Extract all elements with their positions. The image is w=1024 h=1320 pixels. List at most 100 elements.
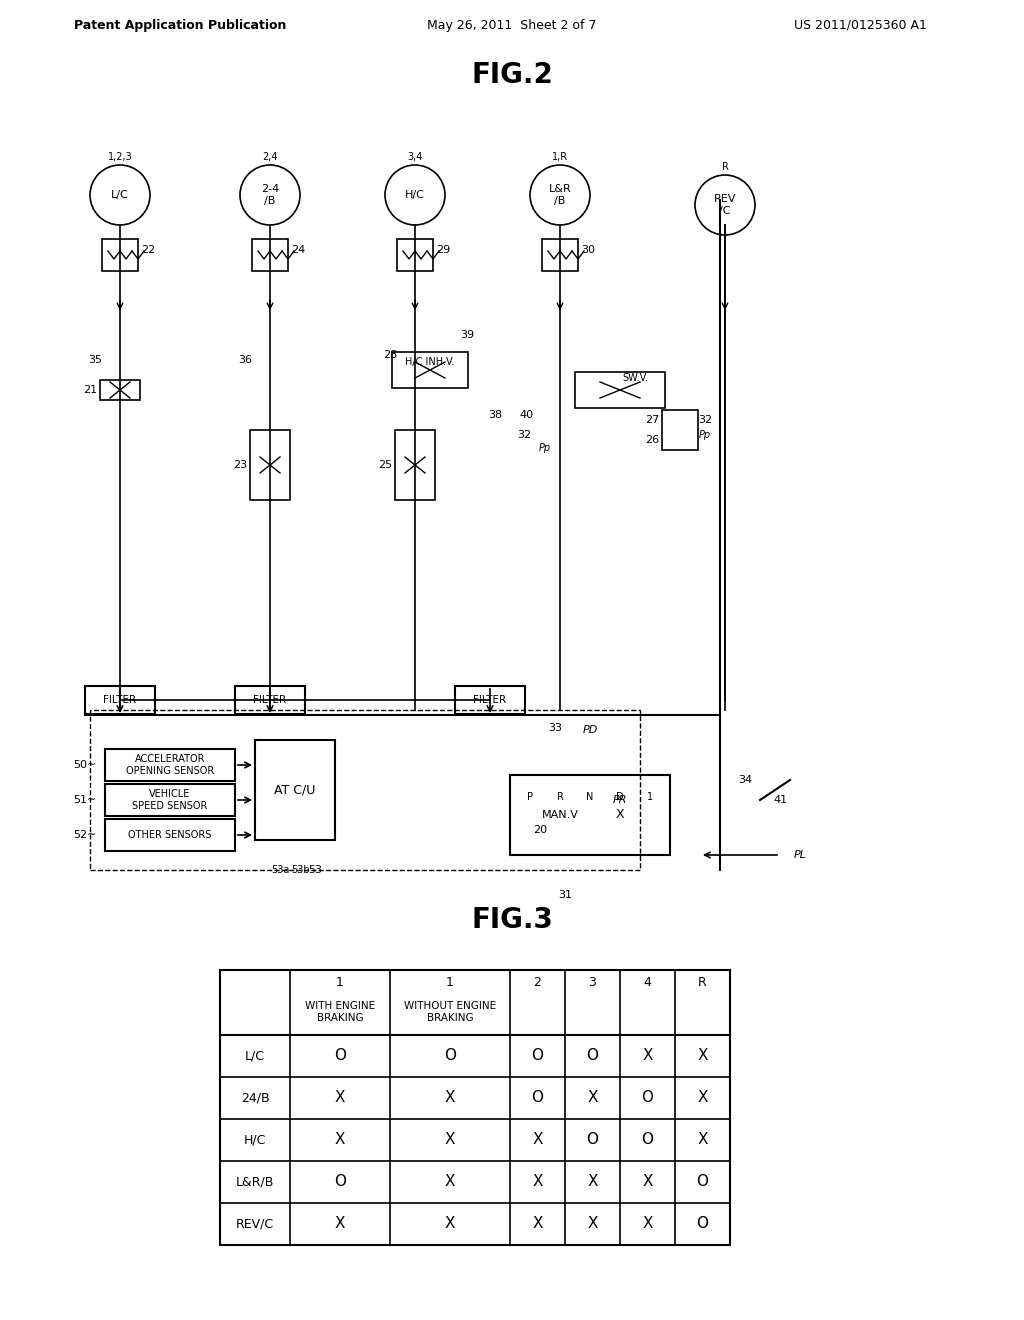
Text: OTHER SENSORS: OTHER SENSORS: [128, 830, 212, 840]
Text: 24: 24: [291, 246, 305, 255]
Text: X: X: [335, 1090, 345, 1106]
Text: X: X: [444, 1175, 456, 1189]
Bar: [234, 686, 305, 714]
Circle shape: [695, 176, 755, 235]
Text: R: R: [698, 975, 707, 989]
Text: X: X: [587, 1175, 598, 1189]
Text: 32: 32: [698, 414, 712, 425]
Text: H/C: H/C: [244, 1134, 266, 1147]
Text: X: X: [587, 1090, 598, 1106]
Text: X: X: [335, 1217, 345, 1232]
Text: X: X: [697, 1133, 708, 1147]
Text: R: R: [722, 162, 728, 172]
Text: WITH ENGINE
BRAKING: WITH ENGINE BRAKING: [305, 1001, 375, 1023]
Bar: [85, 686, 155, 714]
Text: O: O: [334, 1175, 346, 1189]
Text: L/C: L/C: [245, 1049, 265, 1063]
Text: May 26, 2011  Sheet 2 of 7: May 26, 2011 Sheet 2 of 7: [427, 18, 597, 32]
Text: 29: 29: [436, 246, 451, 255]
Text: 36: 36: [238, 355, 252, 366]
Text: 53a: 53a: [270, 865, 289, 875]
Text: 1: 1: [446, 975, 454, 989]
Circle shape: [530, 165, 590, 224]
Text: O: O: [641, 1090, 653, 1106]
Bar: [220, 970, 730, 1245]
Text: X: X: [444, 1133, 456, 1147]
Text: 35: 35: [88, 355, 102, 366]
Text: FILTER: FILTER: [253, 696, 287, 705]
Circle shape: [385, 165, 445, 224]
Text: 20: 20: [532, 825, 547, 836]
Text: 30: 30: [581, 246, 595, 255]
Text: 53: 53: [308, 865, 322, 875]
Text: X: X: [697, 1090, 708, 1106]
Text: 39: 39: [460, 330, 474, 341]
Text: 2: 2: [534, 975, 542, 989]
Text: X: X: [642, 1048, 652, 1064]
Text: ACCELERATOR
OPENING SENSOR: ACCELERATOR OPENING SENSOR: [126, 754, 214, 776]
Text: 50~: 50~: [74, 760, 96, 770]
Text: D: D: [616, 792, 624, 803]
Text: FILTER: FILTER: [103, 696, 136, 705]
Text: Pp: Pp: [539, 444, 551, 453]
Text: X: X: [444, 1090, 456, 1106]
Circle shape: [90, 165, 150, 224]
Text: REV
/C: REV /C: [714, 194, 736, 215]
Bar: [397, 239, 433, 271]
Text: 40: 40: [520, 411, 535, 420]
Text: WITHOUT ENGINE
BRAKING: WITHOUT ENGINE BRAKING: [403, 1001, 496, 1023]
Text: L/C: L/C: [112, 190, 129, 201]
Text: 33: 33: [548, 723, 562, 733]
Text: 52~: 52~: [74, 830, 96, 840]
Bar: [662, 411, 698, 450]
Text: X: X: [642, 1217, 652, 1232]
Text: O: O: [587, 1048, 598, 1064]
Text: 27: 27: [645, 414, 659, 425]
Text: X: X: [335, 1133, 345, 1147]
Text: 1: 1: [647, 792, 653, 803]
Text: 22: 22: [141, 246, 155, 255]
Text: 32: 32: [517, 430, 531, 440]
Text: PL: PL: [794, 850, 807, 861]
Text: 3: 3: [589, 975, 596, 989]
Text: 24/B: 24/B: [241, 1092, 269, 1105]
Text: 4: 4: [643, 975, 651, 989]
Text: 1,R: 1,R: [552, 152, 568, 162]
Text: 38: 38: [488, 411, 502, 420]
Text: R: R: [557, 792, 563, 803]
Text: O: O: [531, 1090, 544, 1106]
Text: X: X: [532, 1217, 543, 1232]
Text: 2,4: 2,4: [262, 152, 278, 162]
Text: O: O: [696, 1175, 709, 1189]
Text: FIG.2: FIG.2: [471, 61, 553, 88]
Circle shape: [240, 165, 300, 224]
Text: 28: 28: [383, 350, 397, 360]
Text: X: X: [444, 1217, 456, 1232]
Text: REV/C: REV/C: [236, 1217, 274, 1230]
Text: H/C: H/C: [406, 190, 425, 201]
Text: O: O: [696, 1217, 709, 1232]
Bar: [250, 430, 290, 500]
Text: X: X: [587, 1217, 598, 1232]
Text: L&R
/B: L&R /B: [549, 185, 571, 206]
Text: 2-4
/B: 2-4 /B: [261, 185, 280, 206]
Text: 3,4: 3,4: [408, 152, 423, 162]
Text: 51~: 51~: [74, 795, 96, 805]
Bar: [392, 352, 468, 388]
Text: X: X: [697, 1048, 708, 1064]
Text: Pp: Pp: [699, 430, 711, 440]
Text: 1,2,3: 1,2,3: [108, 152, 132, 162]
Text: O: O: [641, 1133, 653, 1147]
Text: US 2011/0125360 A1: US 2011/0125360 A1: [794, 18, 927, 32]
Text: X: X: [532, 1133, 543, 1147]
Text: 1: 1: [336, 975, 344, 989]
Bar: [105, 784, 234, 816]
Text: PD: PD: [583, 725, 598, 735]
Bar: [255, 741, 335, 840]
Text: 21: 21: [83, 385, 97, 395]
Bar: [100, 380, 140, 400]
Text: X: X: [532, 1175, 543, 1189]
Text: AT C/U: AT C/U: [274, 784, 315, 796]
Bar: [395, 430, 435, 500]
Text: H/C INH.V.: H/C INH.V.: [406, 356, 455, 367]
